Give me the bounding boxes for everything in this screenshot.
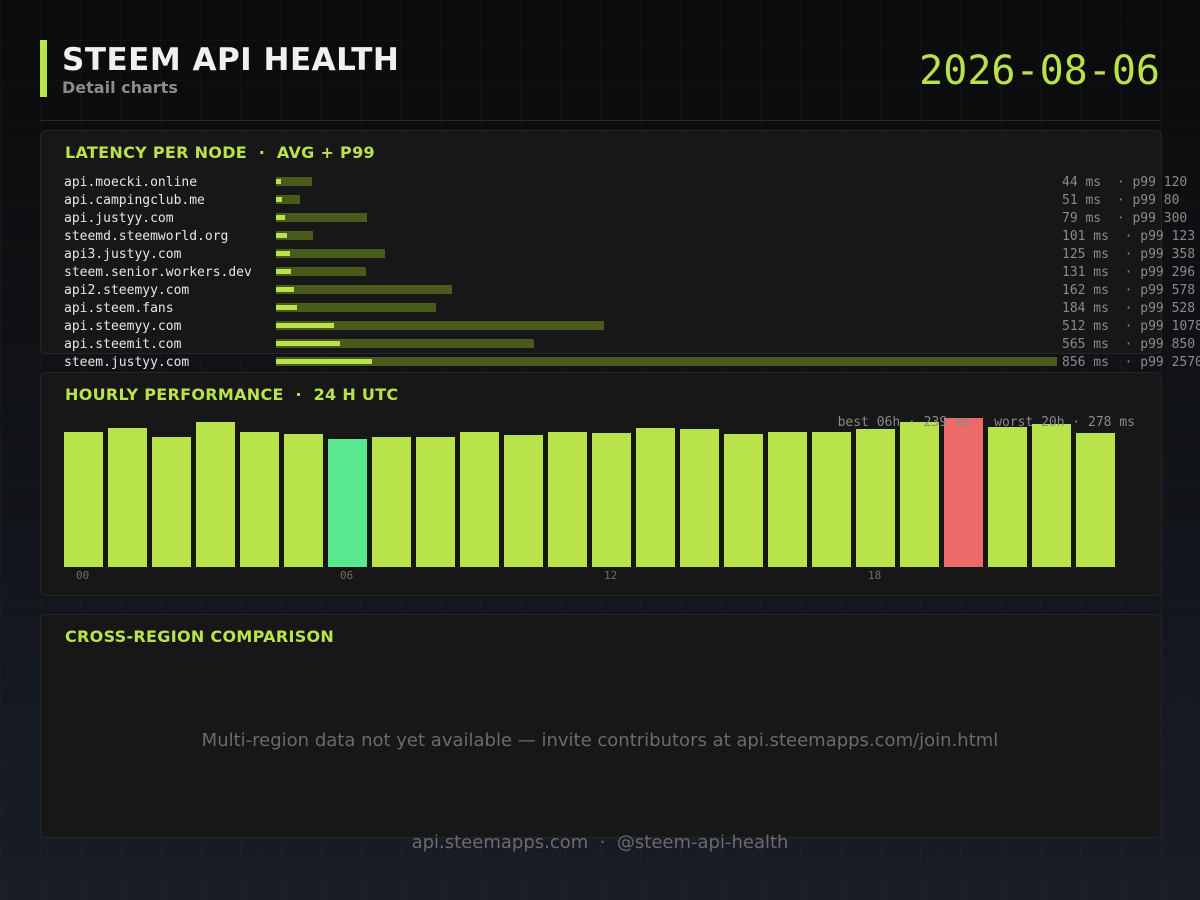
latency-p99-bar [276,357,1057,366]
hourly-panel-title: HOURLY PERFORMANCE · 24 H UTC [65,385,399,404]
report-date: 2026-08-06 [919,48,1160,94]
page-subtitle: Detail charts [62,78,178,97]
latency-avg-bar [276,359,373,364]
hourly-bar-18 [856,428,895,567]
latency-p99-bar [276,339,535,348]
hourly-bar-10 [504,435,543,567]
latency-node-label: api.steem.fans [64,301,174,316]
latency-node-label: steem.senior.workers.dev [64,265,252,280]
latency-node-label: steem.justyy.com [64,355,190,370]
latency-row: api.steemit.com 565 ms · p99 850 [64,336,1200,354]
latency-p99-bar [276,321,604,330]
latency-p99-bar [276,213,368,222]
latency-value-label: 184 ms · p99 528 [1062,301,1196,316]
latency-row: api.moecki.online 44 ms · p99 120 [64,174,1200,192]
latency-avg-bar [276,305,297,310]
title-accent-bar [40,40,47,97]
hourly-bar-07 [372,436,411,567]
latency-panel: LATENCY PER NODE · AVG + P99 [40,130,1162,354]
latency-avg-bar [276,179,281,184]
hourly-bar-23 [1076,433,1115,567]
latency-row: api.campingclub.me 51 ms · p99 80 [64,192,1200,210]
latency-node-label: api.steemit.com [64,337,182,352]
hourly-bar-20 [944,418,983,567]
latency-node-label: api2.steemyy.com [64,283,190,298]
hourly-bar-04 [240,431,279,567]
latency-p99-bar [276,177,313,186]
latency-row: api.justyy.com 79 ms · p99 300 [64,210,1200,228]
header-divider [40,120,1160,121]
latency-panel-title: LATENCY PER NODE · AVG + P99 [65,143,375,162]
hourly-tick-label: 06 [340,569,354,582]
latency-avg-bar [276,341,340,346]
latency-p99-bar [276,231,314,240]
hourly-bar-06 [328,438,367,567]
hourly-bar-19 [900,422,939,567]
latency-p99-bar [276,285,452,294]
hourly-bar-05 [284,434,323,567]
hourly-bar-09 [460,431,499,567]
latency-value-label: 131 ms · p99 296 [1062,265,1196,280]
latency-p99-bar [276,303,437,312]
cross-region-panel-title: CROSS-REGION COMPARISON [65,627,335,646]
latency-avg-bar [276,233,288,238]
latency-row: steem.justyy.com 856 ms · p99 2570 [64,354,1200,372]
cross-region-panel: CROSS-REGION COMPARISON [40,614,1162,838]
latency-value-label: 51 ms · p99 80 [1062,193,1180,208]
latency-p99-bar [276,249,385,258]
hourly-tick-label: 12 [604,569,618,582]
hourly-bar-02 [152,436,191,567]
latency-row: api3.justyy.com 125 ms · p99 358 [64,246,1200,264]
latency-value-label: 125 ms · p99 358 [1062,247,1196,262]
latency-value-label: 79 ms · p99 300 [1062,211,1188,226]
latency-row: api.steem.fans 184 ms · p99 528 [64,300,1200,318]
hourly-bar-16 [768,431,807,567]
latency-node-label: api.justyy.com [64,211,174,226]
latency-avg-bar [276,197,282,202]
latency-value-label: 44 ms · p99 120 [1062,175,1188,190]
latency-value-label: 101 ms · p99 123 [1062,229,1196,244]
latency-value-label: 856 ms · p99 2570 [1062,355,1200,370]
latency-node-label: api.campingclub.me [64,193,205,208]
hourly-bar-00 [64,431,103,567]
hourly-bar-13 [636,428,675,567]
cross-region-empty-message: Multi-region data not yet available — in… [201,730,999,751]
latency-value-label: 512 ms · p99 1078 [1062,319,1200,334]
hourly-bar-15 [724,433,763,567]
hourly-tick-label: 18 [868,569,882,582]
hourly-bar-14 [680,429,719,567]
hourly-bar-03 [196,422,235,567]
hourly-bar-22 [1032,424,1071,567]
hourly-bar-21 [988,427,1027,567]
hourly-bar-17 [812,431,851,567]
latency-row: steem.senior.workers.dev 131 ms · p99 296 [64,264,1200,282]
latency-row: steemd.steemworld.org 101 ms · p99 123 [64,228,1200,246]
latency-row: api.steemyy.com 512 ms · p99 1078 [64,318,1200,336]
latency-value-label: 162 ms · p99 578 [1062,283,1196,298]
hourly-best-worst-note: best 06h · 239 ms worst 20h · 278 ms [837,415,1135,430]
hourly-bar-11 [548,431,587,567]
footer-text: api.steemapps.com · @steem-api-health [411,832,789,853]
latency-avg-bar [276,323,334,328]
hourly-tick-label: 00 [76,569,90,582]
latency-avg-bar [276,251,291,256]
latency-avg-bar [276,215,285,220]
hourly-bar-12 [592,433,631,567]
hourly-bar-01 [108,428,147,567]
latency-avg-bar [276,269,291,274]
hourly-bar-08 [416,436,455,567]
latency-p99-bar [276,267,366,276]
latency-node-label: api3.justyy.com [64,247,182,262]
latency-row: api2.steemyy.com 162 ms · p99 578 [64,282,1200,300]
latency-value-label: 565 ms · p99 850 [1062,337,1196,352]
latency-node-label: steemd.steemworld.org [64,229,229,244]
latency-avg-bar [276,287,295,292]
latency-node-label: api.steemyy.com [64,319,182,334]
latency-node-label: api.moecki.online [64,175,198,190]
page-title: STEEM API HEALTH [62,42,400,78]
latency-p99-bar [276,195,301,204]
